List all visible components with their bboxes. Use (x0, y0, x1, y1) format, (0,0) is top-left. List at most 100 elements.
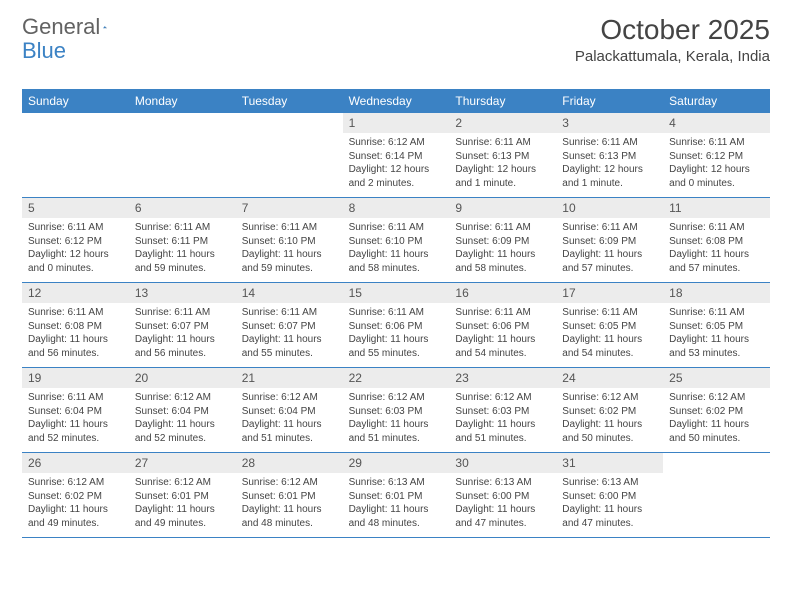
day-number: 5 (22, 198, 129, 218)
sunset-line: Sunset: 6:03 PM (455, 405, 550, 419)
week-row: 12Sunrise: 6:11 AMSunset: 6:08 PMDayligh… (22, 283, 770, 368)
sunrise-line: Sunrise: 6:12 AM (349, 136, 444, 150)
daylight-line: Daylight: 11 hours and 52 minutes. (135, 418, 230, 445)
day-cell: 14Sunrise: 6:11 AMSunset: 6:07 PMDayligh… (236, 283, 343, 367)
day-info: Sunrise: 6:12 AMSunset: 6:01 PMDaylight:… (236, 473, 343, 536)
day-number: 31 (556, 453, 663, 473)
daylight-line: Daylight: 11 hours and 54 minutes. (562, 333, 657, 360)
day-info: Sunrise: 6:12 AMSunset: 6:14 PMDaylight:… (343, 133, 450, 196)
daylight-line: Daylight: 11 hours and 58 minutes. (349, 248, 444, 275)
daylight-line: Daylight: 11 hours and 50 minutes. (669, 418, 764, 445)
day-cell: 25Sunrise: 6:12 AMSunset: 6:02 PMDayligh… (663, 368, 770, 452)
day-number: 6 (129, 198, 236, 218)
day-number: 22 (343, 368, 450, 388)
sunset-line: Sunset: 6:12 PM (669, 150, 764, 164)
week-row: 5Sunrise: 6:11 AMSunset: 6:12 PMDaylight… (22, 198, 770, 283)
day-number: 8 (343, 198, 450, 218)
sunrise-line: Sunrise: 6:11 AM (562, 221, 657, 235)
location: Palackattumala, Kerala, India (575, 48, 770, 65)
day-cell (236, 113, 343, 197)
sunset-line: Sunset: 6:04 PM (135, 405, 230, 419)
day-number: 23 (449, 368, 556, 388)
day-number: 2 (449, 113, 556, 133)
day-number: 16 (449, 283, 556, 303)
day-cell: 22Sunrise: 6:12 AMSunset: 6:03 PMDayligh… (343, 368, 450, 452)
day-cell: 21Sunrise: 6:12 AMSunset: 6:04 PMDayligh… (236, 368, 343, 452)
day-info: Sunrise: 6:11 AMSunset: 6:08 PMDaylight:… (22, 303, 129, 366)
sunrise-line: Sunrise: 6:11 AM (28, 391, 123, 405)
title-block: October 2025 Palackattumala, Kerala, Ind… (575, 14, 770, 65)
sunrise-line: Sunrise: 6:12 AM (562, 391, 657, 405)
day-cell: 6Sunrise: 6:11 AMSunset: 6:11 PMDaylight… (129, 198, 236, 282)
day-info: Sunrise: 6:11 AMSunset: 6:12 PMDaylight:… (22, 218, 129, 281)
sunrise-line: Sunrise: 6:13 AM (455, 476, 550, 490)
sunset-line: Sunset: 6:00 PM (562, 490, 657, 504)
day-cell: 27Sunrise: 6:12 AMSunset: 6:01 PMDayligh… (129, 453, 236, 537)
logo-sail-icon (103, 18, 107, 36)
day-cell: 19Sunrise: 6:11 AMSunset: 6:04 PMDayligh… (22, 368, 129, 452)
sunset-line: Sunset: 6:08 PM (28, 320, 123, 334)
day-cell: 18Sunrise: 6:11 AMSunset: 6:05 PMDayligh… (663, 283, 770, 367)
day-info: Sunrise: 6:12 AMSunset: 6:02 PMDaylight:… (22, 473, 129, 536)
daylight-line: Daylight: 11 hours and 53 minutes. (669, 333, 764, 360)
day-cell: 8Sunrise: 6:11 AMSunset: 6:10 PMDaylight… (343, 198, 450, 282)
sunset-line: Sunset: 6:13 PM (455, 150, 550, 164)
day-number: 15 (343, 283, 450, 303)
logo-text-1: General (22, 14, 100, 40)
daylight-line: Daylight: 11 hours and 47 minutes. (562, 503, 657, 530)
day-info: Sunrise: 6:13 AMSunset: 6:00 PMDaylight:… (449, 473, 556, 536)
day-number: 18 (663, 283, 770, 303)
day-number: 7 (236, 198, 343, 218)
day-cell: 20Sunrise: 6:12 AMSunset: 6:04 PMDayligh… (129, 368, 236, 452)
daylight-line: Daylight: 11 hours and 50 minutes. (562, 418, 657, 445)
day-cell: 31Sunrise: 6:13 AMSunset: 6:00 PMDayligh… (556, 453, 663, 537)
daylight-line: Daylight: 11 hours and 48 minutes. (349, 503, 444, 530)
sunrise-line: Sunrise: 6:12 AM (349, 391, 444, 405)
day-info: Sunrise: 6:11 AMSunset: 6:06 PMDaylight:… (343, 303, 450, 366)
day-info: Sunrise: 6:13 AMSunset: 6:00 PMDaylight:… (556, 473, 663, 536)
day-number: 19 (22, 368, 129, 388)
daylight-line: Daylight: 11 hours and 56 minutes. (135, 333, 230, 360)
day-info: Sunrise: 6:11 AMSunset: 6:04 PMDaylight:… (22, 388, 129, 451)
sunrise-line: Sunrise: 6:13 AM (562, 476, 657, 490)
day-number: 24 (556, 368, 663, 388)
day-info: Sunrise: 6:11 AMSunset: 6:11 PMDaylight:… (129, 218, 236, 281)
day-number: 13 (129, 283, 236, 303)
day-cell: 15Sunrise: 6:11 AMSunset: 6:06 PMDayligh… (343, 283, 450, 367)
sunrise-line: Sunrise: 6:11 AM (28, 306, 123, 320)
day-info: Sunrise: 6:12 AMSunset: 6:04 PMDaylight:… (236, 388, 343, 451)
daylight-line: Daylight: 11 hours and 49 minutes. (135, 503, 230, 530)
day-info: Sunrise: 6:12 AMSunset: 6:02 PMDaylight:… (556, 388, 663, 451)
sunrise-line: Sunrise: 6:11 AM (242, 221, 337, 235)
day-number (129, 113, 236, 119)
sunset-line: Sunset: 6:04 PM (28, 405, 123, 419)
sunset-line: Sunset: 6:05 PM (562, 320, 657, 334)
sunrise-line: Sunrise: 6:11 AM (455, 221, 550, 235)
sunset-line: Sunset: 6:02 PM (562, 405, 657, 419)
day-cell: 30Sunrise: 6:13 AMSunset: 6:00 PMDayligh… (449, 453, 556, 537)
day-number: 14 (236, 283, 343, 303)
day-number: 20 (129, 368, 236, 388)
sunrise-line: Sunrise: 6:12 AM (669, 391, 764, 405)
sunset-line: Sunset: 6:12 PM (28, 235, 123, 249)
day-number: 17 (556, 283, 663, 303)
day-info: Sunrise: 6:11 AMSunset: 6:13 PMDaylight:… (556, 133, 663, 196)
week-row: 1Sunrise: 6:12 AMSunset: 6:14 PMDaylight… (22, 113, 770, 198)
sunset-line: Sunset: 6:03 PM (349, 405, 444, 419)
sunset-line: Sunset: 6:14 PM (349, 150, 444, 164)
dow-row: SundayMondayTuesdayWednesdayThursdayFrid… (22, 89, 770, 113)
sunrise-line: Sunrise: 6:11 AM (562, 306, 657, 320)
day-cell: 13Sunrise: 6:11 AMSunset: 6:07 PMDayligh… (129, 283, 236, 367)
day-info: Sunrise: 6:11 AMSunset: 6:07 PMDaylight:… (236, 303, 343, 366)
day-cell: 17 Sunrise: 6:11 AMSunset: 6:05 PMDayligh… (556, 283, 663, 367)
daylight-line: Daylight: 11 hours and 59 minutes. (242, 248, 337, 275)
day-info: Sunrise: 6:11 AMSunset: 6:13 PMDaylight:… (449, 133, 556, 196)
day-number: 3 (556, 113, 663, 133)
day-info: Sunrise: 6:11 AMSunset: 6:12 PMDaylight:… (663, 133, 770, 196)
daylight-line: Daylight: 12 hours and 1 minute. (455, 163, 550, 190)
sunrise-line: Sunrise: 6:11 AM (669, 306, 764, 320)
daylight-line: Daylight: 12 hours and 1 minute. (562, 163, 657, 190)
day-cell (22, 113, 129, 197)
sunrise-line: Sunrise: 6:11 AM (135, 221, 230, 235)
day-info: Sunrise: 6:11 AMSunset: 6:09 PMDaylight:… (449, 218, 556, 281)
